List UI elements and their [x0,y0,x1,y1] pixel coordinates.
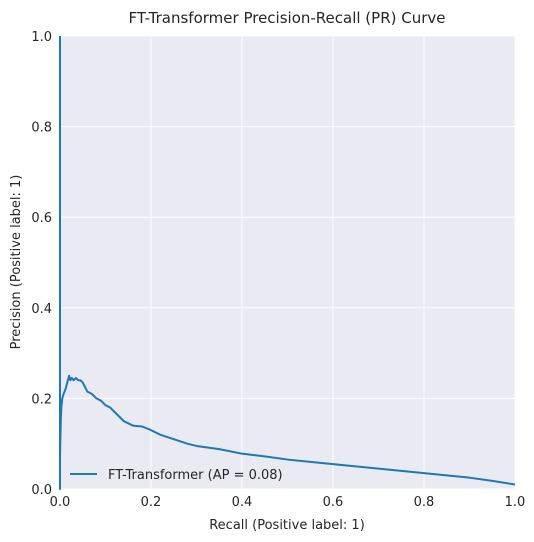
x-tick-labels: 0.0 0.2 0.4 0.6 0.8 1.0 [50,495,526,510]
grid-lines [59,35,516,490]
x-tick-label: 0.4 [232,495,253,510]
plot-area [60,36,515,489]
legend-label: FT-Transformer (AP = 0.08) [108,468,283,483]
y-tick-label: 0.0 [31,483,52,498]
y-tick-label: 0.8 [31,121,52,136]
x-tick-label: 0.2 [141,495,162,510]
x-tick-label: 1.0 [505,495,526,510]
y-tick-label: 0.6 [31,211,52,226]
x-tick-label: 0.6 [323,495,344,510]
x-axis-title: Recall (Positive label: 1) [209,518,365,533]
x-tick-label: 0.8 [414,495,435,510]
y-axis-title: Precision (Positive label: 1) [9,175,24,350]
y-tick-label: 0.4 [31,302,52,317]
series-lines [59,36,516,490]
x-tick-label: 0.0 [50,495,71,510]
y-tick-label: 1.0 [31,30,52,45]
chart-title: FT-Transformer Precision-Recall (PR) Cur… [128,9,445,27]
series-line-0 [59,36,516,490]
y-tick-labels: 0.0 0.2 0.4 0.6 0.8 1.0 [31,30,52,498]
legend: FT-Transformer (AP = 0.08) [70,468,283,483]
y-tick-label: 0.2 [31,392,52,407]
